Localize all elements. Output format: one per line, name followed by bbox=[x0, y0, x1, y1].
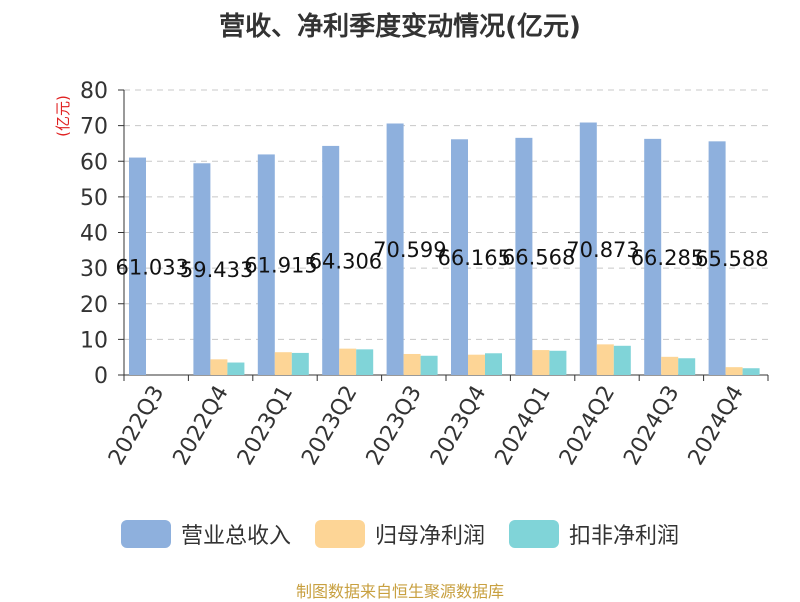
legend-label-deducted-profit: 扣非净利润 bbox=[569, 524, 680, 549]
y-tick-label: 30 bbox=[80, 257, 108, 282]
data-label: 70.599 bbox=[373, 238, 446, 262]
bar-revenue[interactable] bbox=[579, 122, 597, 375]
source-note: 制图数据来自恒生聚源数据库 bbox=[295, 582, 504, 601]
bar-deducted-profit[interactable] bbox=[549, 350, 567, 375]
bar-deducted-profit[interactable] bbox=[420, 355, 438, 375]
bar-revenue[interactable] bbox=[515, 137, 533, 375]
bar-deducted-profit[interactable] bbox=[742, 368, 760, 375]
legend-swatch-net-profit bbox=[314, 520, 365, 548]
bar-revenue[interactable] bbox=[708, 141, 726, 375]
x-tick-label: 2022Q3 bbox=[104, 382, 169, 470]
data-label: 61.033 bbox=[116, 255, 189, 279]
bar-net-profit[interactable] bbox=[725, 367, 743, 375]
y-tick-label: 60 bbox=[80, 150, 108, 175]
bar-net-profit[interactable] bbox=[403, 353, 421, 375]
bar-deducted-profit[interactable] bbox=[613, 345, 631, 375]
legend: 营业总收入 归母净利润 扣非净利润 bbox=[0, 518, 800, 550]
y-tick-label: 20 bbox=[80, 293, 108, 318]
chart-title: 营收、净利季度变动情况(亿元) bbox=[219, 12, 581, 42]
x-tick-label: 2023Q4 bbox=[426, 382, 491, 470]
y-tick-label: 70 bbox=[80, 115, 108, 140]
legend-item-net-profit[interactable]: 归母净利润 bbox=[314, 518, 485, 550]
bars bbox=[129, 122, 760, 376]
data-label: 61.915 bbox=[244, 254, 317, 278]
legend-label-revenue: 营业总收入 bbox=[180, 524, 291, 549]
bar-net-profit[interactable] bbox=[468, 354, 485, 375]
data-label: 66.568 bbox=[502, 245, 575, 269]
y-tick-label: 10 bbox=[80, 328, 108, 353]
x-tick-label: 2024Q2 bbox=[555, 382, 620, 470]
bar-revenue[interactable] bbox=[451, 139, 468, 375]
data-label: 59.433 bbox=[180, 258, 253, 282]
bar-deducted-profit[interactable] bbox=[227, 362, 245, 375]
data-label: 66.285 bbox=[631, 246, 704, 270]
bar-deducted-profit[interactable] bbox=[356, 349, 374, 375]
bar-net-profit[interactable] bbox=[532, 350, 550, 375]
bar-revenue[interactable] bbox=[322, 145, 340, 375]
bar-revenue[interactable] bbox=[193, 163, 211, 375]
bar-net-profit[interactable] bbox=[210, 359, 228, 375]
bar-revenue[interactable] bbox=[386, 123, 404, 376]
grid-lines bbox=[124, 89, 768, 340]
bar-deducted-profit[interactable] bbox=[485, 353, 502, 375]
data-label: 66.165 bbox=[438, 246, 511, 270]
data-label: 65.588 bbox=[695, 247, 768, 271]
legend-label-net-profit: 归母净利润 bbox=[374, 524, 485, 549]
y-axis-unit: (亿元) bbox=[54, 95, 72, 137]
bar-revenue[interactable] bbox=[129, 157, 146, 375]
x-tick-label: 2023Q2 bbox=[297, 382, 362, 470]
bar-revenue[interactable] bbox=[644, 138, 662, 375]
x-tick-label: 2023Q3 bbox=[362, 382, 427, 470]
y-tick-label: 50 bbox=[80, 186, 108, 211]
legend-item-revenue[interactable]: 营业总收入 bbox=[120, 518, 291, 550]
y-tick-label: 80 bbox=[80, 79, 108, 104]
bar-revenue[interactable] bbox=[257, 154, 275, 375]
bar-deducted-profit[interactable] bbox=[291, 352, 309, 375]
bar-net-profit[interactable] bbox=[339, 348, 357, 375]
data-label: 64.306 bbox=[309, 249, 382, 273]
legend-item-deducted-profit[interactable]: 扣非净利润 bbox=[509, 518, 679, 550]
x-tick-label: 2024Q1 bbox=[490, 382, 555, 470]
data-label: 70.873 bbox=[566, 238, 639, 262]
x-tick-label: 2022Q4 bbox=[168, 382, 233, 470]
legend-swatch-deducted-profit bbox=[509, 520, 559, 548]
x-tick-label: 2024Q4 bbox=[684, 382, 749, 470]
bar-net-profit[interactable] bbox=[661, 356, 679, 375]
x-tick-label: 2024Q3 bbox=[619, 382, 684, 470]
data-labels: 61.03359.43361.91564.30670.59966.16566.5… bbox=[116, 238, 769, 282]
y-tick-label: 0 bbox=[94, 364, 108, 389]
bar-net-profit[interactable] bbox=[274, 352, 292, 375]
bar-net-profit[interactable] bbox=[596, 344, 614, 375]
legend-swatch-revenue bbox=[120, 520, 171, 548]
y-tick-label: 40 bbox=[80, 222, 108, 247]
x-tick-label: 2023Q1 bbox=[233, 382, 298, 470]
bar-deducted-profit[interactable] bbox=[678, 358, 696, 375]
